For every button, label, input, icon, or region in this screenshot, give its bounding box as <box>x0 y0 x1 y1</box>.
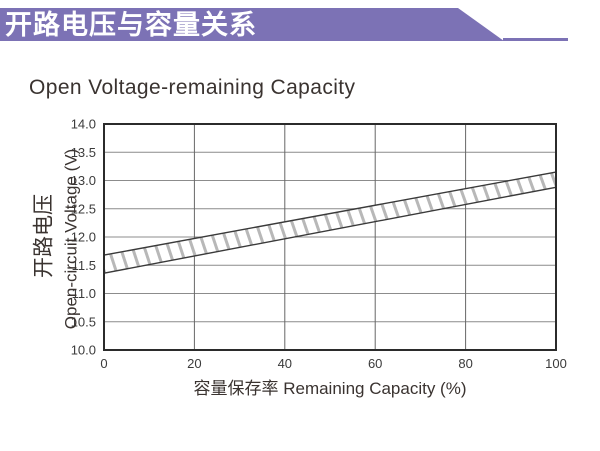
y-tick-label: 12.0 <box>71 230 96 245</box>
x-tick-label: 80 <box>458 356 472 371</box>
x-tick-label: 20 <box>187 356 201 371</box>
page-title: 开路电压与容量关系 <box>5 10 257 40</box>
y-axis-label-cn: 开路电压 <box>33 194 56 278</box>
y-tick-label: 14.0 <box>71 117 96 132</box>
header-banner: 开路电压与容量关系 <box>0 8 504 41</box>
x-axis-label: 容量保存率 Remaining Capacity (%) <box>193 379 466 398</box>
voltage-band-upper-edge <box>103 171 557 256</box>
header-banner-tail <box>503 38 568 41</box>
y-tick-label: 13.0 <box>71 173 96 188</box>
y-tick-label: 11.5 <box>72 258 96 273</box>
x-tick-label: 100 <box>545 356 567 371</box>
x-tick-label: 40 <box>278 356 292 371</box>
y-tick-label: 12.5 <box>71 201 96 216</box>
y-tick-label: 10.0 <box>71 343 96 358</box>
x-tick-label: 60 <box>368 356 382 371</box>
chart-title: Open Voltage-remaining Capacity <box>29 76 356 99</box>
plot-border <box>103 123 557 351</box>
y-axis-label-en: Open-circuit Voltage (V) <box>61 149 80 329</box>
x-tick-label: 0 <box>100 356 107 371</box>
y-tick-label: 13.5 <box>71 145 96 160</box>
y-tick-label: 10.5 <box>71 314 96 329</box>
y-tick-label: 11.0 <box>72 286 96 301</box>
voltage-band-lower-edge <box>103 186 557 274</box>
hatch-stroke <box>561 167 569 189</box>
